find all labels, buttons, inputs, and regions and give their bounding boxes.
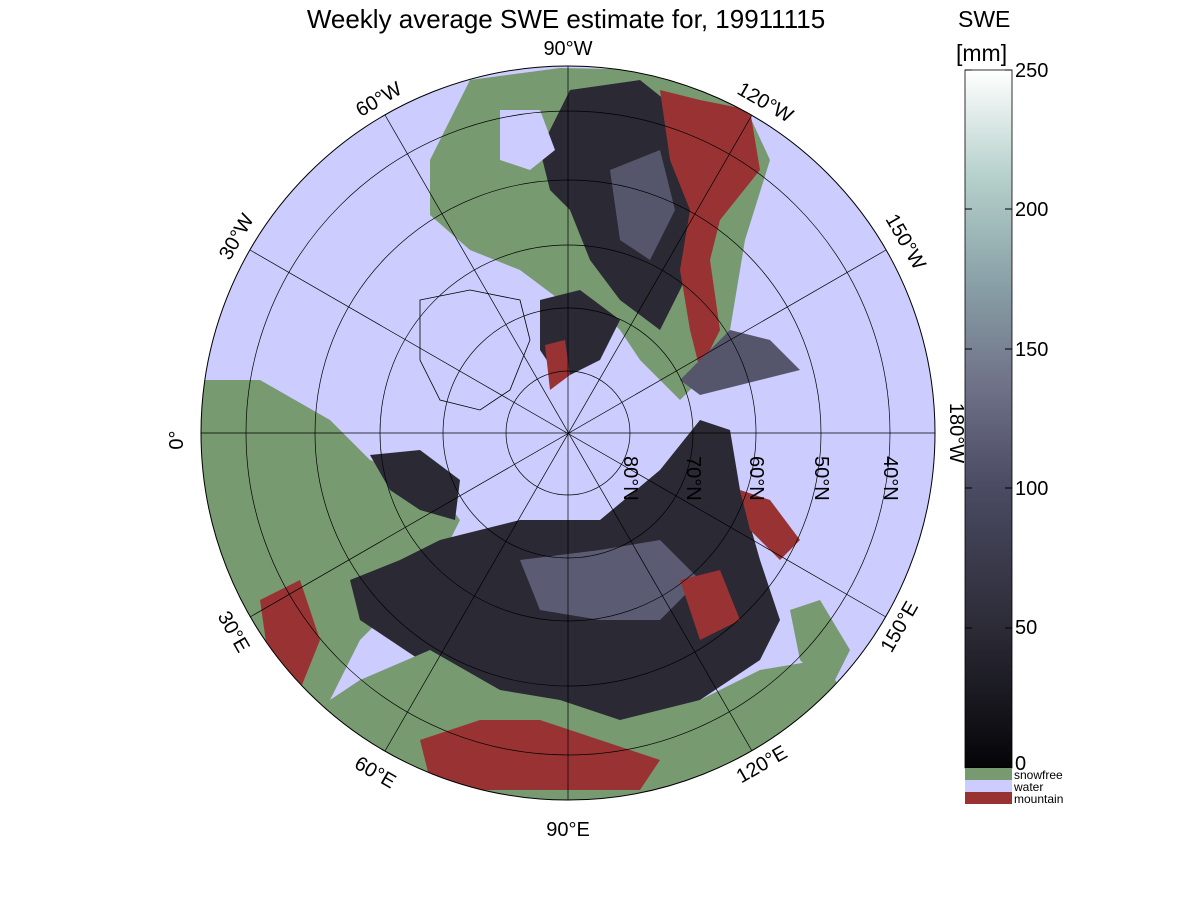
label-80n: 80°N	[619, 456, 641, 501]
legend-label-snowfree: snowfree	[1014, 768, 1063, 782]
alaska-land	[680, 330, 800, 395]
colorbar-ticks	[965, 69, 1012, 629]
colorbar-gradient	[964, 69, 1013, 769]
greenland-outline	[419, 289, 531, 411]
colorbar-tick-label-150: 150	[1015, 339, 1049, 361]
legend-swatch-water	[965, 780, 1012, 792]
graticule	[201, 66, 935, 800]
legend-swatch-mountain	[965, 792, 1012, 804]
map-boundary	[200, 65, 936, 801]
lat-labels: 80°N 70°N 60°N 50°N 40°N	[619, 456, 901, 501]
colorbar-tick-label-100: 100	[1015, 478, 1049, 500]
label-90w: 90°W	[543, 38, 592, 60]
arctic-islands-mountain	[545, 340, 570, 390]
colorbar-tick-label-200: 200	[1015, 199, 1049, 221]
label-60e: 60°E	[351, 752, 400, 793]
legend-swatch-snowfree	[965, 768, 1012, 780]
legend-label-water: water	[1014, 780, 1044, 794]
north-america-snow-high	[610, 150, 675, 260]
label-60n: 60°N	[745, 456, 767, 501]
label-180w: 180°W	[945, 403, 967, 463]
far-east-mountains	[740, 490, 800, 560]
label-70n: 70°N	[682, 456, 704, 501]
colorbar-label-unit: [mm]	[956, 40, 1008, 66]
figure-title: Weekly average SWE estimate for, 1991111…	[306, 4, 826, 34]
colorbar-label-swe: SWE	[958, 6, 1011, 32]
rockies-mountain	[660, 90, 760, 370]
himalaya-mountain	[420, 720, 660, 790]
colorbar-tick-label-0: 0	[1015, 753, 1027, 775]
label-50n: 50°N	[810, 456, 832, 501]
label-0: 0°	[166, 430, 188, 449]
label-90e: 90°E	[546, 819, 590, 841]
label-40n: 40°N	[879, 456, 901, 501]
japan-land	[790, 600, 850, 690]
label-30e: 30°E	[213, 608, 254, 657]
colorbar-tick-label-50: 50	[1015, 617, 1038, 639]
meridian-150w-30e	[249, 249, 887, 618]
hudson-bay	[500, 110, 555, 170]
scandinavia-land	[370, 450, 460, 520]
kamchatka-mountains	[680, 570, 740, 640]
legend-label-mountain: mountain	[1014, 792, 1064, 806]
colorbar-tick-label-250: 250	[1015, 60, 1049, 82]
